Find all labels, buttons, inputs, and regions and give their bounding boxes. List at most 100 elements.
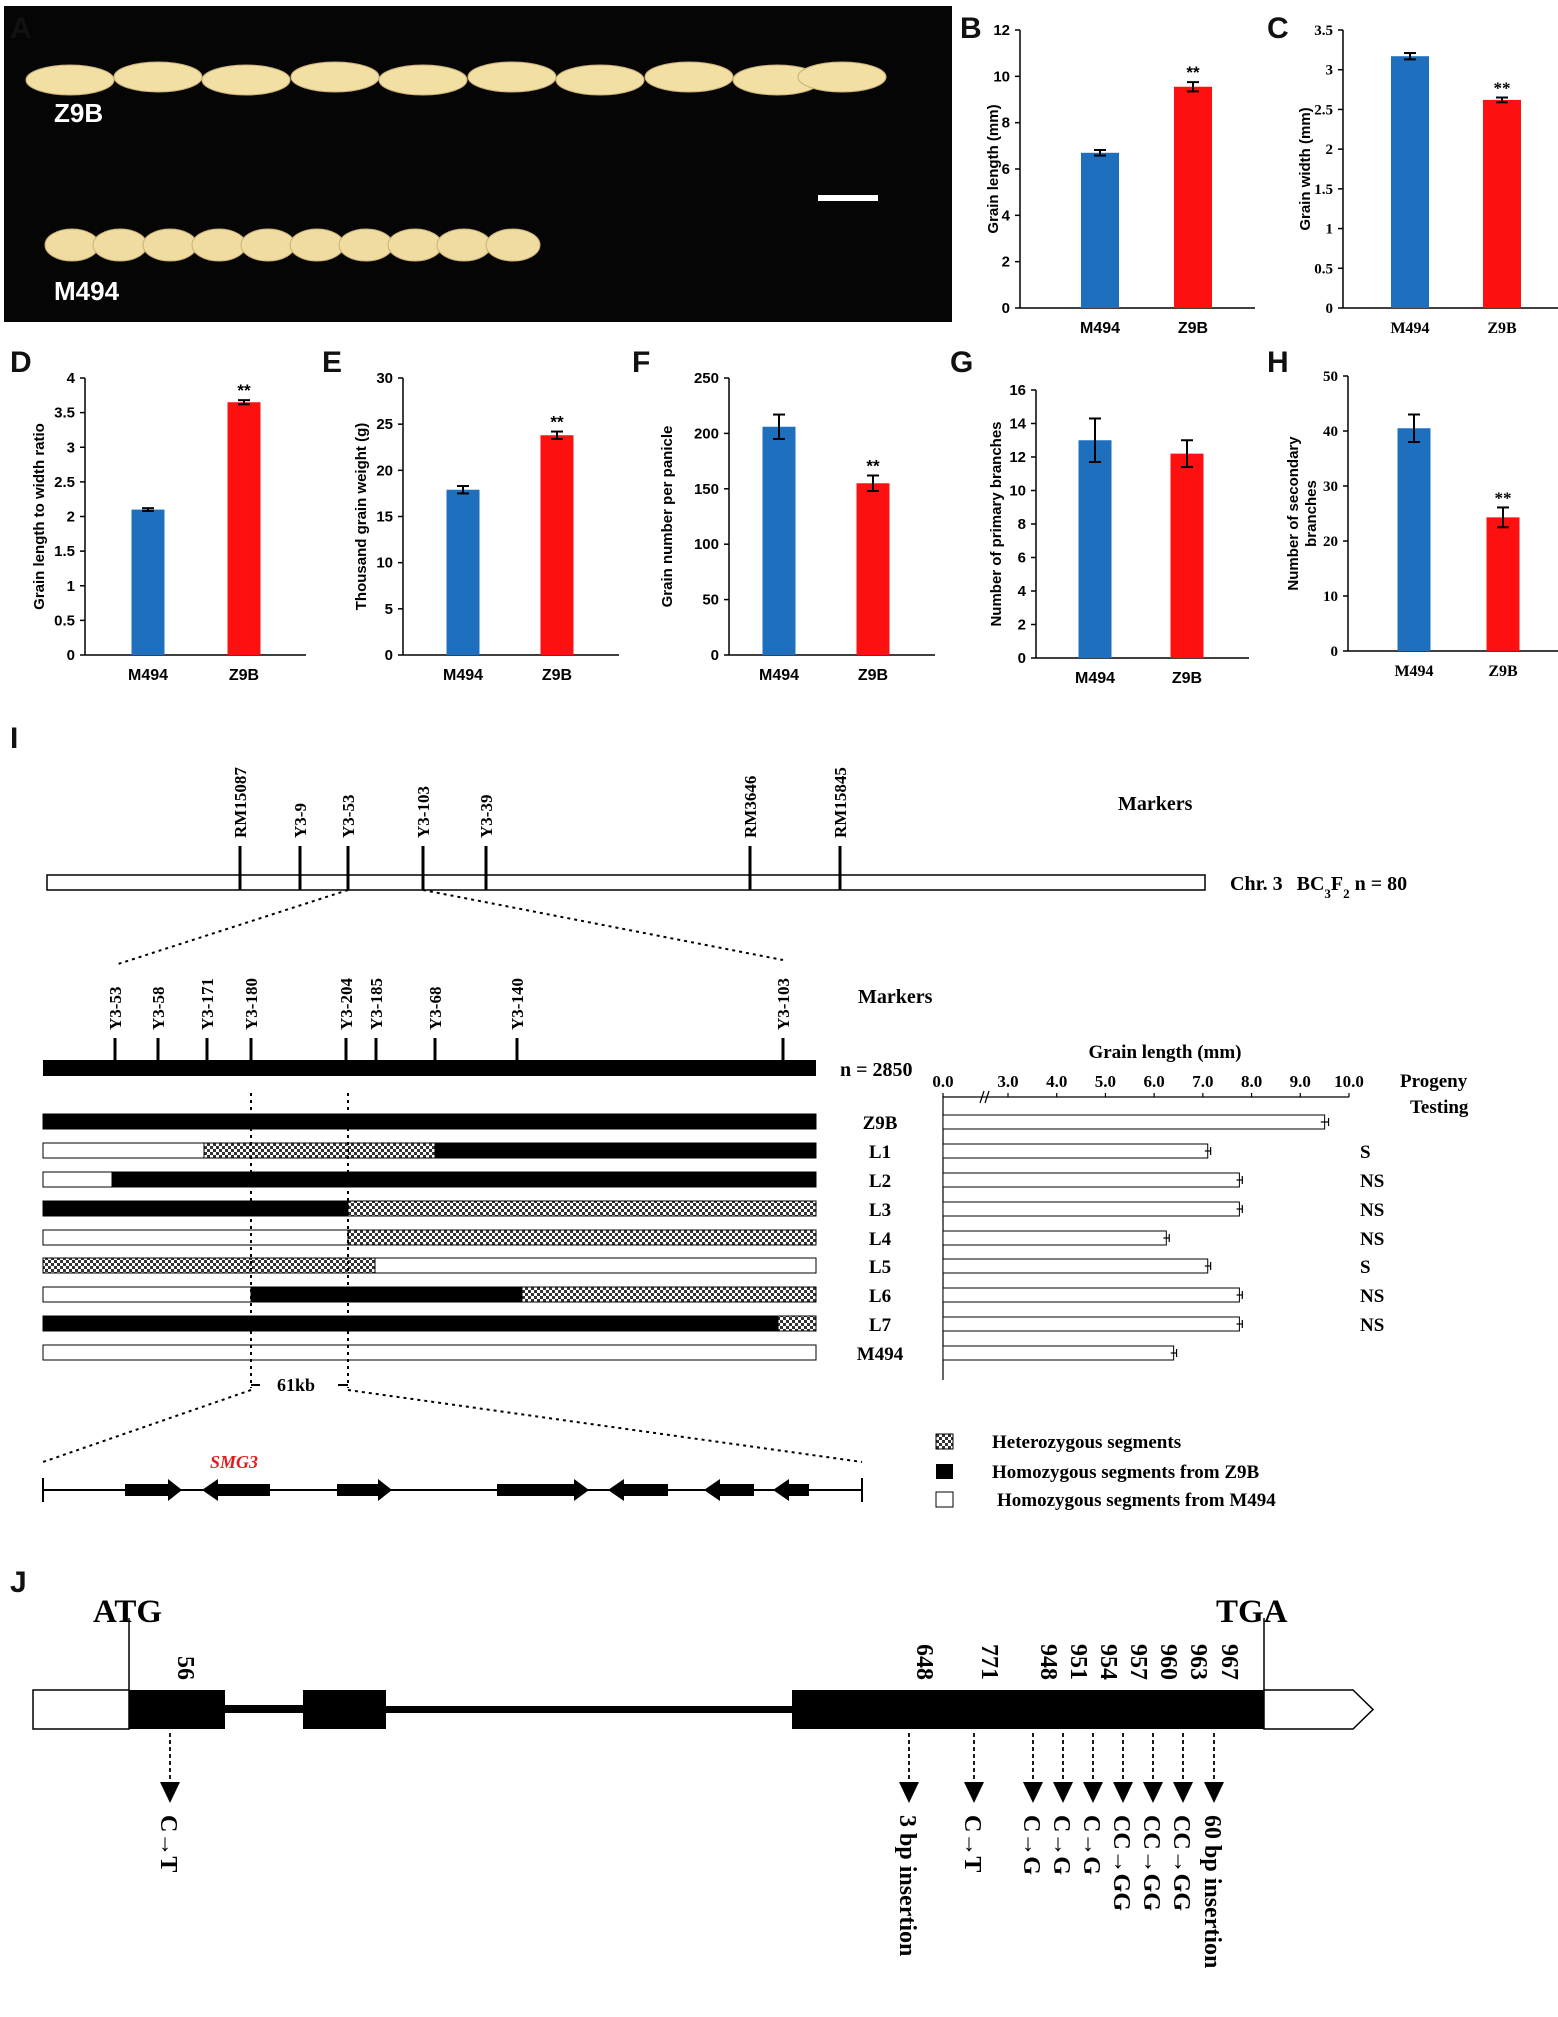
y-tick-label: 100 <box>694 536 719 553</box>
panel-label-d: D <box>10 346 32 379</box>
variant-change: CC→GG <box>1108 1815 1134 1911</box>
intron-2 <box>386 1706 792 1713</box>
y-tick-label: 1 <box>67 578 75 595</box>
x-tick-label: Z9B <box>858 667 888 684</box>
y-tick-label: 4 <box>1002 207 1011 224</box>
variant-arrow-head <box>160 1782 180 1803</box>
bar-m494 <box>1397 428 1431 651</box>
utr-3prime <box>1263 1689 1375 1730</box>
fine-marker-label: Y3-171 <box>198 978 217 1030</box>
x-tick-label: Z9B <box>1172 670 1202 687</box>
y-tick-label: 30 <box>376 370 393 387</box>
exon-3 <box>792 1690 1264 1729</box>
variant-position: 948 <box>1035 1644 1061 1680</box>
fine-marker-label: Y3-58 <box>149 987 168 1030</box>
variant-change: C→G <box>1018 1815 1044 1875</box>
hbar-m494 <box>942 1345 1175 1361</box>
y-tick-label: 2.5 <box>54 474 75 491</box>
y-tick-label: 6 <box>1002 161 1010 178</box>
bar-chart-c: 0 0.5 1 1.5 2 2.5 3 3.5 M494 ** Z9B Grain width (mm… <box>1297 23 1558 337</box>
gene-arrow-smg3 <box>202 1479 270 1501</box>
progeny-result: S <box>1360 1142 1371 1163</box>
progeny-result: NS <box>1360 1286 1384 1307</box>
grain <box>378 64 468 96</box>
y-tick-label: 10 <box>1009 483 1026 500</box>
panel-label-i: I <box>10 722 18 755</box>
line-label: L4 <box>869 1229 892 1250</box>
y-tick-label: 200 <box>694 425 719 442</box>
marker-label: RM15845 <box>831 767 850 838</box>
variant-change: C→T <box>959 1815 985 1872</box>
hbar-l5 <box>942 1258 1209 1274</box>
grain <box>25 64 115 96</box>
significance-mark: ** <box>550 413 564 432</box>
segment <box>42 1286 252 1303</box>
hbar-x-tick-label: 7.0 <box>1192 1072 1213 1091</box>
grain <box>797 61 887 93</box>
line-label: L3 <box>869 1200 891 1221</box>
progeny-result: NS <box>1360 1315 1384 1336</box>
x-tick-label: Z9B <box>542 667 572 684</box>
legend-swatch-m494 <box>935 1491 954 1508</box>
variant-position: 648 <box>911 1644 937 1680</box>
hbar-l7 <box>942 1316 1240 1332</box>
x-tick-label: M494 <box>128 667 168 684</box>
variant-position: 963 <box>1185 1644 1211 1680</box>
photo-label-z9b: Z9B <box>54 98 103 128</box>
y-tick-label: 1.5 <box>54 543 75 560</box>
segment <box>42 1142 205 1159</box>
y-axis-label-2: branches <box>1303 480 1320 547</box>
hbar-l4 <box>942 1230 1167 1246</box>
y-tick-label: 250 <box>694 370 719 387</box>
grain <box>142 228 198 262</box>
variant-967: 967 60 bp insertion <box>1199 1644 1242 1968</box>
segment <box>42 1315 779 1332</box>
axis-break <box>979 1090 985 1104</box>
panel-label-f: F <box>632 346 650 379</box>
grain <box>92 228 148 262</box>
y-tick-label: 2 <box>1018 617 1026 634</box>
y-tick-label: 50 <box>702 592 719 609</box>
legend-swatch-z9b <box>936 1464 953 1479</box>
grain <box>644 61 734 93</box>
bar-chart-b: 0 2 4 6 8 10 12 M494 ** Z9B Grain length (mm) <box>985 22 1255 337</box>
y-tick-label: 15 <box>376 509 393 526</box>
segment <box>374 1257 817 1274</box>
grain <box>485 228 541 262</box>
line-label: L5 <box>869 1257 891 1278</box>
variant-arrow-head <box>1083 1782 1103 1803</box>
bar-m494 <box>1391 56 1429 309</box>
variant-957: 957 CC→GG <box>1108 1644 1151 1911</box>
line-label: Z9B <box>863 1113 898 1134</box>
x-tick-label: Z9B <box>229 667 259 684</box>
panel-label-g: G <box>950 346 973 379</box>
bar-m494 <box>446 489 480 655</box>
marker-label: Y3-39 <box>477 795 496 838</box>
axis-break <box>984 1090 990 1104</box>
photo-label-m494: M494 <box>54 276 120 306</box>
genotype-row-l1: L1 S <box>42 1142 1371 1163</box>
segment <box>777 1315 817 1332</box>
bar-chart-g: 0 2 4 6 8 10 12 14 16 M494 Z9B Number of primary br… <box>988 382 1249 687</box>
chromosome-label: Chr. 3 BC3F2 n = 80 <box>1230 873 1407 901</box>
y-tick-label: 3 <box>67 439 75 456</box>
scale-bar <box>818 195 878 201</box>
significance-mark: ** <box>866 457 880 476</box>
variant-arrow-head <box>1023 1782 1043 1803</box>
genotype-row-l3: L3 NS <box>42 1200 1384 1221</box>
genotype-row-l2: L2 NS <box>42 1171 1384 1192</box>
variant-954: 954 C→G <box>1078 1644 1121 1875</box>
variant-951: 951 C→G <box>1048 1644 1091 1875</box>
fine-marker-label: Y3-53 <box>106 987 125 1030</box>
x-tick-label: M494 <box>1390 320 1429 337</box>
bar-z9b <box>1170 453 1204 658</box>
hbar-l3 <box>942 1201 1240 1217</box>
y-tick-label: 0 <box>385 647 393 664</box>
panel-label-e: E <box>322 346 342 379</box>
variant-annotations: 56 C→T 648 3 bp insertion 771 C→T 948 C→G 951 C→G… <box>155 1644 1242 1968</box>
utr-5prime <box>32 1689 130 1730</box>
y-axis-label: Grain width (mm) <box>1297 107 1314 230</box>
variant-arrow-head <box>1053 1782 1073 1803</box>
gene-arrow-4 <box>497 1479 589 1501</box>
